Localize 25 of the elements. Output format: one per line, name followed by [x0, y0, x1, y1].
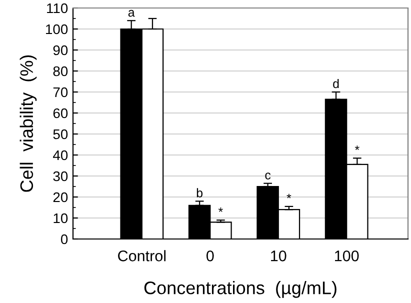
y-tick-label: 0	[60, 234, 68, 244]
y-tick-label: 70	[53, 87, 68, 98]
x-tick-label: 0	[206, 250, 214, 262]
y-tick-label: 90	[53, 45, 68, 56]
annotation: *	[286, 194, 292, 198]
y-tick-label: 10	[54, 213, 68, 224]
x-axis-title: Concentrations (µg/mL)	[144, 281, 336, 298]
x-tick-label: 100	[335, 250, 359, 262]
annotation: b	[196, 188, 203, 198]
annotation: *	[218, 208, 223, 212]
y-axis-title: Cell viability (%)	[20, 55, 37, 192]
annotation: d	[333, 78, 339, 88]
y-tick-label: 100	[46, 24, 68, 34]
y-tick-label: 30	[53, 171, 68, 182]
x-tick-label: 10	[271, 250, 286, 262]
annotation: *	[354, 146, 360, 150]
y-tick-label: 80	[53, 66, 68, 76]
y-tick-label: 50	[53, 129, 68, 140]
y-tick-label: 110	[47, 3, 68, 14]
x-tick-label: Control	[118, 250, 166, 262]
y-tick-label: 40	[53, 150, 68, 160]
annotation: a	[128, 10, 135, 17]
y-tick-label: 60	[53, 108, 68, 118]
annotation: c	[265, 172, 271, 180]
y-tick-label: 20	[53, 192, 68, 202]
